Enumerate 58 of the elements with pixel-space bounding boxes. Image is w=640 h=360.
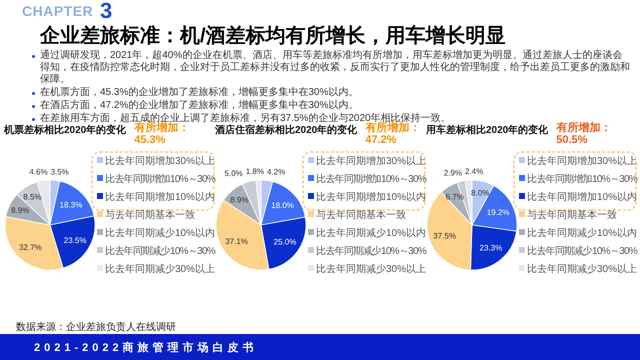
- legend-label: 比去年同期增加30%以上: [316, 155, 426, 167]
- legend-label: 与去年同期基本一致: [527, 209, 617, 221]
- legend-label: 与去年同期基本一致: [316, 209, 406, 221]
- text: 通过调研发现，2021年，超40%的企业在机票、酒店、用车等差旅标准均有所增加，用车差标增加更为明显。通过差旅人士的座谈会得知，在疫情防控常态化时期，企业对于员工差标并没有过多的收紧，反而实行了更加人性化的管理制度，给予出差员工更多的激励和保障。: [40, 50, 630, 85]
- data-label: 37.1%: [225, 237, 248, 246]
- text: 45.3%: [134, 134, 166, 146]
- legend-label: 与去年同期基本一致: [105, 209, 195, 221]
- data-label: 8.0%: [471, 188, 490, 198]
- legend-label: 比去年同期减少10%～30%: [316, 245, 427, 257]
- data-label: 23.3%: [480, 243, 502, 252]
- legend-label: 比去年同期增加30%以上: [527, 155, 637, 167]
- data-label: 5.0%: [224, 168, 243, 178]
- legend-label: 比去年同期增加10%以内: [316, 191, 426, 203]
- legend-label: 比去年同期减少30%以上: [105, 263, 215, 275]
- text: 50.5%: [556, 134, 588, 146]
- legend-label: 比去年同期减少10%以内: [527, 227, 637, 239]
- chart-title: 机票差标相比2020年的变化: [3, 124, 128, 136]
- data-label: 18.3%: [60, 200, 82, 210]
- source-note: 数据来源：企业差旅负责人在线调研: [16, 320, 176, 334]
- text: 有所增加：: [555, 121, 612, 134]
- data-label: 18.0%: [271, 201, 294, 210]
- text: 有所增加：: [133, 121, 190, 134]
- data-label: 4.2%: [266, 167, 286, 176]
- legend-label: 比去年同期减少30%以上: [527, 263, 637, 275]
- data-label: 37.5%: [433, 231, 456, 240]
- chart-title: 酒店住宿差标相比2020年的变化: [214, 124, 358, 136]
- text: 3: [100, 0, 112, 24]
- legend-label: 比去年同期减少10%～30%: [105, 245, 216, 257]
- text: 47.2%: [365, 134, 397, 146]
- chart-title: 用车差标相比2020年的变化: [425, 124, 550, 136]
- legend-label: 比去年同期减少10%～30%: [527, 245, 638, 257]
- legend-label: 比去年同期减少10%以内: [105, 227, 215, 239]
- data-label: 1.8%: [246, 167, 264, 176]
- legend-label: 比去年同期增加10%以内: [527, 191, 637, 203]
- legend-label: 比去年同期增加10%以内: [105, 191, 215, 203]
- data-label: 8.9%: [11, 206, 30, 215]
- text: 在机票方面，45.3%的企业增加了差旅标准，增幅更多集中在30%以内。: [40, 87, 358, 98]
- data-label: 2.9%: [444, 168, 462, 178]
- legend-label: 比去年同期减少30%以上: [316, 263, 426, 275]
- text: 有所增加：: [364, 121, 420, 134]
- data-label: 3.5%: [50, 167, 69, 176]
- data-label: 32.7%: [19, 242, 42, 252]
- data-label: 23.5%: [64, 236, 86, 245]
- legend-label: 比去年同期增加10%～30%: [527, 173, 638, 185]
- text: 企业差旅标准：机/酒差标均有所增长，用车增长明显: [40, 24, 506, 49]
- text: CHAPTER: [22, 3, 94, 19]
- data-label: 8.9%: [230, 196, 248, 205]
- legend-label: 比去年同期减少10%以内: [316, 227, 426, 239]
- data-label: 2.4%: [465, 167, 484, 176]
- legend-label: 比去年同期增加10%～30%: [105, 173, 216, 185]
- data-label: 4.6%: [29, 168, 48, 177]
- text: 在酒店方面，47.2%的企业增加了差旅标准，增幅更多集中在30%以内。: [40, 100, 358, 111]
- legend-label: 比去年同期增加10%～30%: [316, 173, 427, 185]
- data-label: 19.2%: [486, 208, 510, 217]
- text: 2021-2022商旅管理市场白皮书: [34, 340, 258, 355]
- legend-label: 比去年同期增加30%以上: [105, 155, 215, 167]
- data-label: 8.5%: [23, 192, 42, 202]
- data-label: 25.0%: [274, 238, 296, 247]
